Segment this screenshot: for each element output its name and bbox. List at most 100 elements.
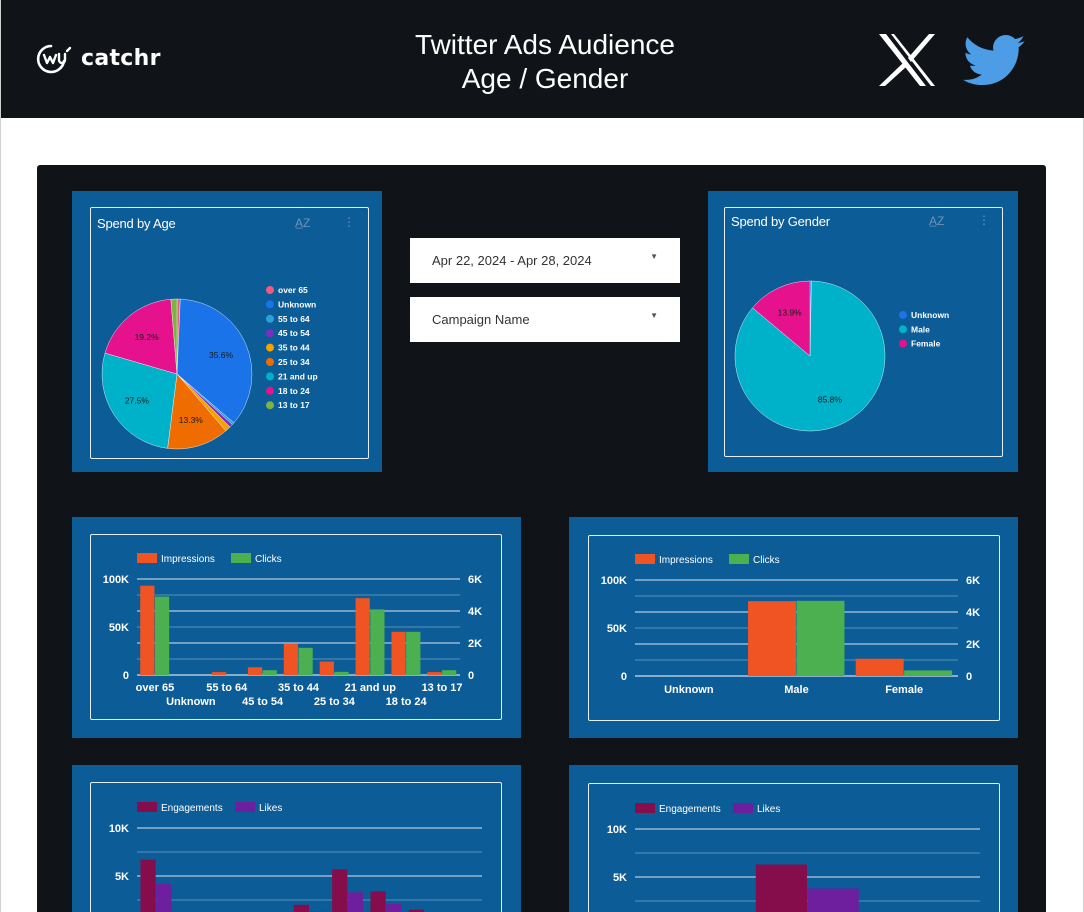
y2-tick-label: 2K [966,639,980,651]
y2-tick-label: 0 [966,671,972,683]
bar-engagements-35-to-44 [293,904,309,912]
catchr-logo: catchr [35,42,161,74]
legend-swatch-clicks [729,554,749,564]
spend-by-gender-card: Spend by Gender A̲Z ⋮ 85.8% 13.9% Unknown M… [708,191,1018,472]
report-header: catchr Twitter Ads Audience Age / Gender [1,0,1084,118]
engagements-likes-gender-card: Engagements Likes 10K 5K [569,765,1018,912]
bar-clicks-18-to-24 [406,631,421,675]
logo-text: catchr [81,45,161,71]
bar-engagements-21-and-up [370,891,386,912]
campaign-filter[interactable]: Campaign Name ▼ [410,297,680,342]
date-range-label: Apr 22, 2024 - Apr 28, 2024 [432,253,592,268]
engagements-likes-age-card: Engagements Likes 10K 5K [72,765,521,912]
bar-clicks-13-to-17 [442,670,457,675]
impressions-clicks-gender-chart: Impressions Clicks 100K 50K 0 6K 4K 2K 0 Unknown M… [601,554,980,696]
legend-swatch-likes [733,803,753,813]
legend-label-unknown: Unknown [911,310,949,320]
legend-swatch-unknown [899,311,907,319]
pie-slice-21-and-up [101,352,178,449]
bar-impressions-21-and-up [355,598,370,675]
bar-likes-male [807,888,859,912]
y2-tick-label: 4K [966,607,980,619]
y-tick-label: 10K [109,823,129,835]
spend-by-gender-chart: 85.8% 13.9% Unknown Male Female [734,280,949,432]
page-title: Twitter Ads Audience Age / Gender [345,28,745,96]
x-tick-label: 55 to 64 [206,682,248,694]
more-options-icon[interactable]: ⋮ [343,215,355,229]
catchr-logo-icon [36,44,72,74]
engagements-likes-gender-chart: Engagements Likes 10K 5K [607,803,980,912]
bar-impressions-female [855,658,904,676]
legend-swatch-engagements [635,803,655,813]
engagements-likes-age-panel: Engagements Likes 10K 5K [90,782,502,912]
y-tick-label: 100K [103,574,129,586]
pie-slice-female [752,280,811,357]
legend-swatch-likes [235,802,255,812]
legend-swatch-unknown [266,300,274,309]
pie-slice-unknown [176,298,253,424]
bar-engagements-25-to-34 [332,869,348,912]
legend-label-21-and-up: 21 and up [278,371,318,381]
pie-data-label: 35.6% [209,350,234,360]
y2-tick-label: 6K [468,574,482,586]
dropdown-arrow-icon: ▼ [650,252,658,261]
y-tick-label: 0 [123,670,129,682]
bar-engagements-over-65 [140,859,156,912]
bar-engagements-male [755,864,807,912]
legend-label-impressions: Impressions [659,555,713,566]
legend-swatch-impressions [635,554,655,564]
y-tick-label: 50K [109,622,129,634]
y2-tick-label: 2K [468,638,482,650]
bar-likes-over-65 [156,883,172,912]
sort-icon[interactable]: A̲Z [295,216,311,230]
legend-swatch-21-and-up [266,372,274,381]
spend-by-age-card: Spend by Age A̲Z ⋮ 35.6% 13.3% 27.5% 19.2% o… [72,191,382,472]
dropdown-arrow-icon: ▼ [650,311,658,320]
pie-data-label: 13.3% [179,415,204,425]
legend-swatch-impressions [137,553,157,563]
pie-data-label: 19.2% [135,332,160,342]
date-range-filter[interactable]: Apr 22, 2024 - Apr 28, 2024 ▼ [410,238,680,283]
legend-label-likes: Likes [757,804,780,815]
impressions-clicks-age-panel: Impressions Clicks 100K 50K 0 6K 4K 2K 0 over 65 U… [90,534,502,720]
bar-clicks-21-and-up [370,609,385,675]
y-tick-label: 10K [607,824,627,836]
sort-icon[interactable]: A̲Z [929,214,945,228]
x-tick-label: 35 to 44 [278,682,320,694]
y2-tick-label: 6K [966,575,980,587]
x-tick-label: 21 and up [345,682,397,694]
pie-slice-13-to-17 [170,298,178,375]
bar-engagements-18-to-24 [408,909,424,912]
bar-impressions-25-to-34 [319,661,334,675]
legend-label-female: Female [911,339,941,349]
x-logo-icon [879,34,935,86]
bar-impressions-45-to-54 [247,667,263,675]
legend-label-engagements: Engagements [161,803,223,814]
spend-by-gender-panel: Spend by Gender A̲Z ⋮ 85.8% 13.9% Unknown M… [724,207,1003,457]
pie-slice-18-to-24 [104,299,178,375]
campaign-filter-label: Campaign Name [432,312,530,327]
more-options-icon[interactable]: ⋮ [978,213,990,227]
x-tick-label: over 65 [136,682,175,694]
legend-label-engagements: Engagements [659,804,721,815]
pie-data-label: 27.5% [125,395,150,405]
y2-tick-label: 0 [468,670,474,682]
legend-label-13-to-17: 13 to 17 [278,400,310,410]
bar-clicks-45-to-54 [262,670,277,675]
legend-label-18-to-24: 18 to 24 [278,386,310,396]
legend-label-impressions: Impressions [161,554,215,565]
y-tick-label: 100K [601,575,627,587]
x-tick-label: Female [885,684,923,696]
bar-clicks-over-65 [154,596,170,675]
x-tick-label: Male [784,684,808,696]
y-tick-label: 0 [621,671,627,683]
legend-swatch-clicks [231,553,251,563]
impressions-clicks-gender-card: Impressions Clicks 100K 50K 0 6K 4K 2K 0 Unknown M… [569,517,1018,738]
spend-by-age-panel: Spend by Age A̲Z ⋮ 35.6% 13.3% 27.5% 19.2% o… [90,207,369,459]
legend-swatch-25-to-34 [266,358,274,366]
spend-by-gender-title: Spend by Gender [731,214,830,229]
legend-label-45-to-54: 45 to 54 [278,328,310,338]
pie-slice-25-to-34 [167,373,227,450]
bar-impressions-18-to-24 [391,631,406,675]
x-tick-label: 18 to 24 [386,696,428,708]
